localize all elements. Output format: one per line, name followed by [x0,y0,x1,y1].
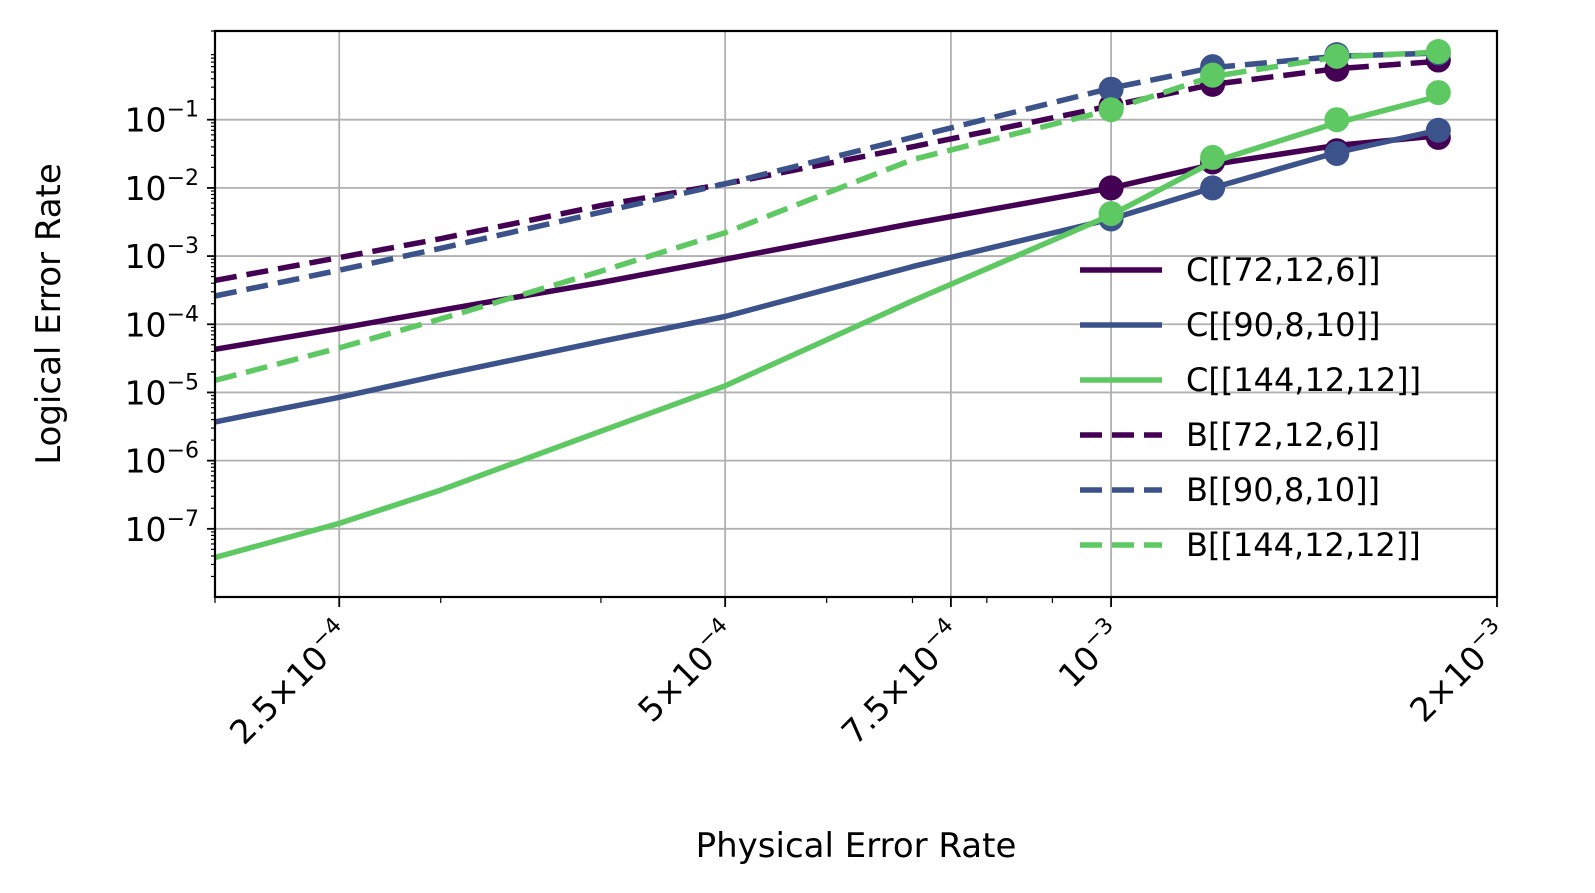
legend-label: C[[90,8,10]] [1186,306,1380,344]
plot-frame [213,29,1499,599]
series-line-c-72-12-6 [214,133,1439,353]
legend-label: B[[72,12,6]] [1186,416,1380,454]
series-line-c-90-8-10 [214,127,1439,425]
series-line-b-72-12-6 [214,58,1439,284]
data-point-b-144-12-12 [1200,62,1226,88]
y-tick-label: 10−6 [125,439,199,481]
legend-label: C[[72,12,6]] [1186,251,1380,289]
y-tick-label: 10−7 [125,507,199,549]
data-point-c-144-12-12 [1200,144,1226,170]
data-point-c-90-8-10 [1200,175,1226,201]
legend-label: B[[90,8,10]] [1186,471,1380,509]
svg-text:7.5×10−4: 7.5×10−4 [832,613,971,752]
legend-label: C[[144,12,12]] [1186,361,1421,399]
series-line-b-90-8-10 [214,50,1439,299]
data-point-c-90-8-10 [1425,117,1451,143]
legend-item-c-144-12-12: C[[144,12,12]] [1080,361,1421,399]
series-group [214,39,1451,561]
x-tick-label: 5×10−4 [628,613,745,730]
data-point-c-144-12-12 [1425,80,1451,106]
x-tick-label: 2.5×10−4 [220,613,359,752]
legend-item-b-90-8-10: B[[90,8,10]] [1080,471,1380,509]
legend: C[[72,12,6]] C[[90,8,10]] C[[144,12,12]] B[… [1080,251,1421,564]
svg-text:2.5×10−4: 2.5×10−4 [220,613,359,752]
series-line-c-144-12-12 [214,93,1439,561]
x-axis-label: Physical Error Rate [696,826,1017,866]
data-point-c-90-8-10 [1324,140,1350,166]
svg-text:10−3: 10−3 [1048,613,1130,695]
data-point-b-144-12-12 [1425,39,1451,65]
legend-item-b-144-12-12: B[[144,12,12]] [1080,526,1421,564]
svg-text:5×10−4: 5×10−4 [628,613,745,730]
data-point-b-90-8-10 [1098,76,1124,102]
y-tick-label: 10−3 [125,234,199,276]
x-tick-label: 7.5×10−4 [832,613,971,752]
svg-text:2×10−3: 2×10−3 [1400,613,1517,730]
y-tick-label: 10−1 [125,98,199,140]
data-point-b-144-12-12 [1098,97,1124,123]
legend-label: B[[144,12,12]] [1186,526,1421,564]
series-line-b-144-12-12 [214,49,1439,384]
data-point-b-144-12-12 [1324,43,1350,69]
x-tick-label: 2×10−3 [1400,613,1517,730]
y-tick-label: 10−2 [125,166,199,208]
x-tick-label: 10−3 [1048,613,1130,695]
data-point-c-72-12-6 [1098,175,1124,201]
legend-item-c-90-8-10: C[[90,8,10]] [1080,306,1380,344]
data-point-c-144-12-12 [1324,107,1350,133]
legend-item-b-72-12-6: B[[72,12,6]] [1080,416,1380,454]
legend-item-c-72-12-6: C[[72,12,6]] [1080,251,1380,289]
y-axis-label: Logical Error Rate [29,163,69,465]
y-tick-label: 10−4 [125,302,199,344]
data-point-c-144-12-12 [1098,201,1124,227]
y-tick-label: 10−5 [125,370,199,412]
